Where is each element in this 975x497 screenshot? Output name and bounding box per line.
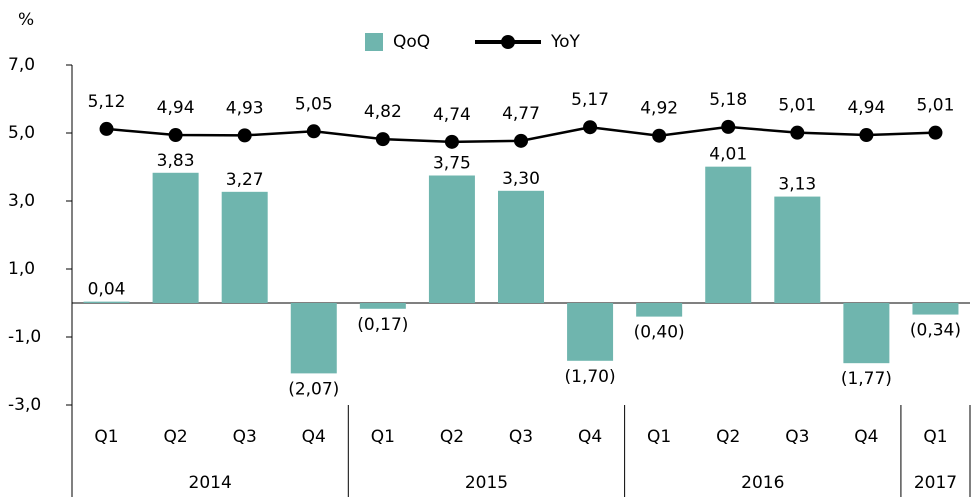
bar <box>152 172 199 303</box>
bar <box>428 175 475 303</box>
x-tick-label: Q3 <box>233 427 257 447</box>
bar-value-label: (1,70) <box>565 367 616 387</box>
line-value-label: 5,12 <box>88 92 126 112</box>
bar-value-label: 3,30 <box>502 169 540 189</box>
line-value-label: 4,77 <box>502 104 540 124</box>
bar <box>567 303 614 361</box>
line-value-label: 5,17 <box>571 90 609 110</box>
bar-value-label: (0,40) <box>634 323 685 343</box>
line-value-label: 5,18 <box>709 90 747 110</box>
line-value-label: 5,01 <box>917 96 955 116</box>
group-label: 2015 <box>465 473 508 493</box>
line-marker <box>790 125 805 140</box>
bar <box>290 303 337 374</box>
line-marker <box>652 128 667 143</box>
x-tick-label: Q2 <box>164 427 188 447</box>
group-label: 2014 <box>189 473 232 493</box>
line-marker <box>306 124 321 139</box>
y-tick-label: 7,0 <box>8 55 35 75</box>
x-tick-label: Q4 <box>302 427 326 447</box>
bar-value-label: 3,75 <box>433 154 471 174</box>
bar-value-label: 4,01 <box>709 145 747 165</box>
bar <box>83 301 130 303</box>
x-tick-label: Q3 <box>785 427 809 447</box>
bar-value-label: 3,13 <box>778 175 816 195</box>
group-label: 2017 <box>914 473 957 493</box>
bar-value-label: 3,27 <box>226 170 264 190</box>
group-label: 2016 <box>741 473 784 493</box>
line-value-label: 4,93 <box>226 98 264 118</box>
line-marker <box>514 133 528 148</box>
bar <box>843 303 890 364</box>
bar-value-label: (0,34) <box>910 321 961 341</box>
y-unit-label: % <box>18 10 34 30</box>
x-tick-label: Q1 <box>923 427 947 447</box>
bar <box>221 191 268 303</box>
line-marker <box>168 128 183 143</box>
bar <box>912 303 959 315</box>
bar <box>774 196 821 303</box>
y-tick-label: -3,0 <box>8 395 41 415</box>
x-tick-label: Q1 <box>94 427 118 447</box>
y-tick-label: 1,0 <box>8 259 35 279</box>
legend-label: YoY <box>550 32 581 52</box>
line-marker <box>721 119 736 134</box>
x-tick-label: Q1 <box>371 427 395 447</box>
bar-value-label: 3,83 <box>157 151 195 171</box>
x-tick-label: Q3 <box>509 427 533 447</box>
bar-value-label: (2,07) <box>288 379 339 399</box>
y-tick-label: 3,0 <box>8 191 35 211</box>
line-value-label: 4,94 <box>847 98 885 118</box>
line-marker <box>444 134 459 149</box>
legend-marker <box>501 35 515 49</box>
line-marker <box>375 132 390 147</box>
legend-swatch <box>365 33 383 51</box>
line-marker <box>237 128 252 143</box>
bar <box>636 303 683 317</box>
line-value-label: 5,01 <box>778 96 816 116</box>
line-value-label: 4,74 <box>433 105 471 125</box>
line-value-label: 4,92 <box>640 99 678 119</box>
line-value-label: 5,05 <box>295 94 333 114</box>
line-marker <box>583 120 598 135</box>
bar-value-label: (0,17) <box>357 315 408 335</box>
line-marker <box>99 121 114 136</box>
x-tick-label: Q2 <box>440 427 464 447</box>
line-marker <box>859 128 874 143</box>
line-marker <box>928 125 943 140</box>
x-tick-label: Q2 <box>716 427 740 447</box>
legend-label: QoQ <box>393 32 430 52</box>
bar <box>498 190 544 303</box>
line-value-label: 4,94 <box>157 98 195 118</box>
bar <box>359 303 406 309</box>
bar-value-label: 0,04 <box>88 280 126 300</box>
x-tick-label: Q4 <box>578 427 602 447</box>
bar <box>705 166 752 303</box>
x-tick-label: Q1 <box>647 427 671 447</box>
y-tick-label: 5,0 <box>8 123 35 143</box>
line-value-label: 4,82 <box>364 102 402 122</box>
bar-value-label: (1,77) <box>841 369 892 389</box>
y-tick-label: -1,0 <box>8 327 41 347</box>
x-tick-label: Q4 <box>854 427 878 447</box>
